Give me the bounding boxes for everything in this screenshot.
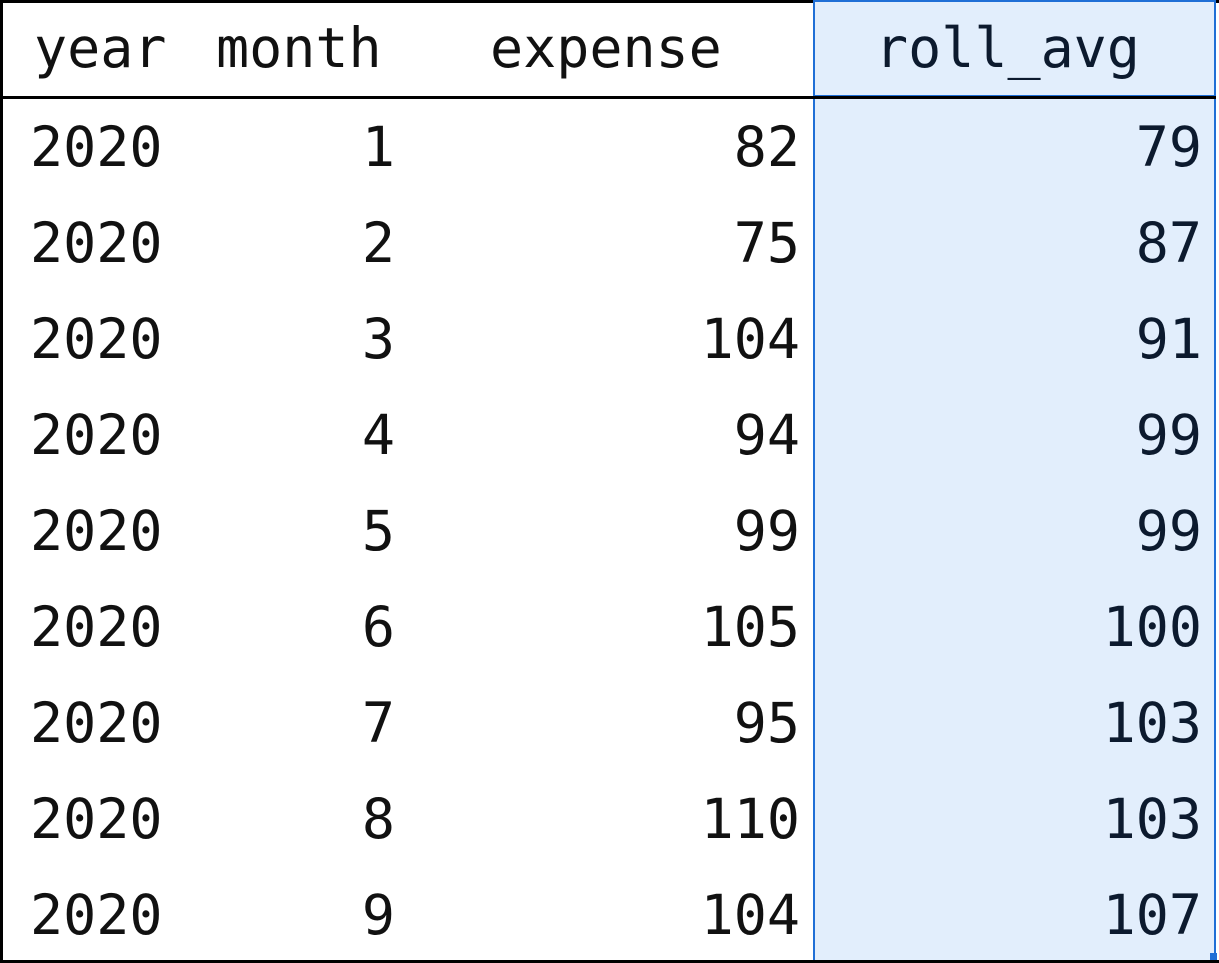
- cell-month[interactable]: 1: [361, 115, 395, 179]
- cell-month[interactable]: 8: [361, 787, 395, 851]
- cell-roll-avg[interactable]: 103: [1102, 787, 1202, 851]
- cell-month[interactable]: 3: [361, 307, 395, 371]
- cell-year[interactable]: 2020: [30, 883, 163, 947]
- cell-expense[interactable]: 75: [733, 211, 800, 275]
- cell-expense[interactable]: 104: [700, 883, 800, 947]
- column-header-year[interactable]: year: [34, 16, 167, 80]
- cell-expense[interactable]: 82: [733, 115, 800, 179]
- column-header-month[interactable]: month: [216, 16, 382, 80]
- cell-roll-avg[interactable]: 87: [1135, 211, 1202, 275]
- cell-expense[interactable]: 99: [733, 499, 800, 563]
- cell-year[interactable]: 2020: [30, 787, 163, 851]
- table-row: 2020 6 105 100: [0, 579, 1216, 675]
- table-row: 2020 2 75 87: [0, 195, 1216, 291]
- column-header-expense[interactable]: expense: [490, 16, 722, 80]
- cell-expense[interactable]: 94: [733, 403, 800, 467]
- table-row: 2020 7 95 103: [0, 675, 1216, 771]
- table-row: 2020 3 104 91: [0, 291, 1216, 387]
- selection-fill-handle[interactable]: [1210, 953, 1217, 960]
- cell-expense[interactable]: 105: [700, 595, 800, 659]
- cell-month[interactable]: 5: [361, 499, 395, 563]
- cell-roll-avg[interactable]: 100: [1102, 595, 1202, 659]
- table-row: 2020 4 94 99: [0, 387, 1216, 483]
- cell-month[interactable]: 9: [361, 883, 395, 947]
- cell-expense[interactable]: 95: [733, 691, 800, 755]
- cell-roll-avg[interactable]: 103: [1102, 691, 1202, 755]
- cell-roll-avg[interactable]: 99: [1135, 403, 1202, 467]
- table-row: 2020 1 82 79: [0, 99, 1216, 195]
- cell-year[interactable]: 2020: [30, 691, 163, 755]
- table-header-row: year month expense roll_avg: [0, 0, 1216, 99]
- cell-month[interactable]: 6: [361, 595, 395, 659]
- cell-year[interactable]: 2020: [30, 499, 163, 563]
- table-row: 2020 8 110 103: [0, 771, 1216, 867]
- cell-year[interactable]: 2020: [30, 115, 163, 179]
- cell-roll-avg[interactable]: 91: [1135, 307, 1202, 371]
- selected-column-highlight[interactable]: [813, 0, 1216, 960]
- cell-year[interactable]: 2020: [30, 595, 163, 659]
- cell-month[interactable]: 7: [361, 691, 395, 755]
- cell-year[interactable]: 2020: [30, 307, 163, 371]
- cell-month[interactable]: 2: [361, 211, 395, 275]
- table-row: 2020 5 99 99: [0, 483, 1216, 579]
- cell-year[interactable]: 2020: [30, 211, 163, 275]
- cell-year[interactable]: 2020: [30, 403, 163, 467]
- column-header-roll-avg[interactable]: roll_avg: [875, 16, 1140, 80]
- cell-roll-avg[interactable]: 107: [1102, 883, 1202, 947]
- cell-roll-avg[interactable]: 79: [1135, 115, 1202, 179]
- cell-roll-avg[interactable]: 99: [1135, 499, 1202, 563]
- cell-month[interactable]: 4: [361, 403, 395, 467]
- cell-expense[interactable]: 110: [700, 787, 800, 851]
- cell-expense[interactable]: 104: [700, 307, 800, 371]
- table-row: 2020 9 104 107: [0, 867, 1216, 963]
